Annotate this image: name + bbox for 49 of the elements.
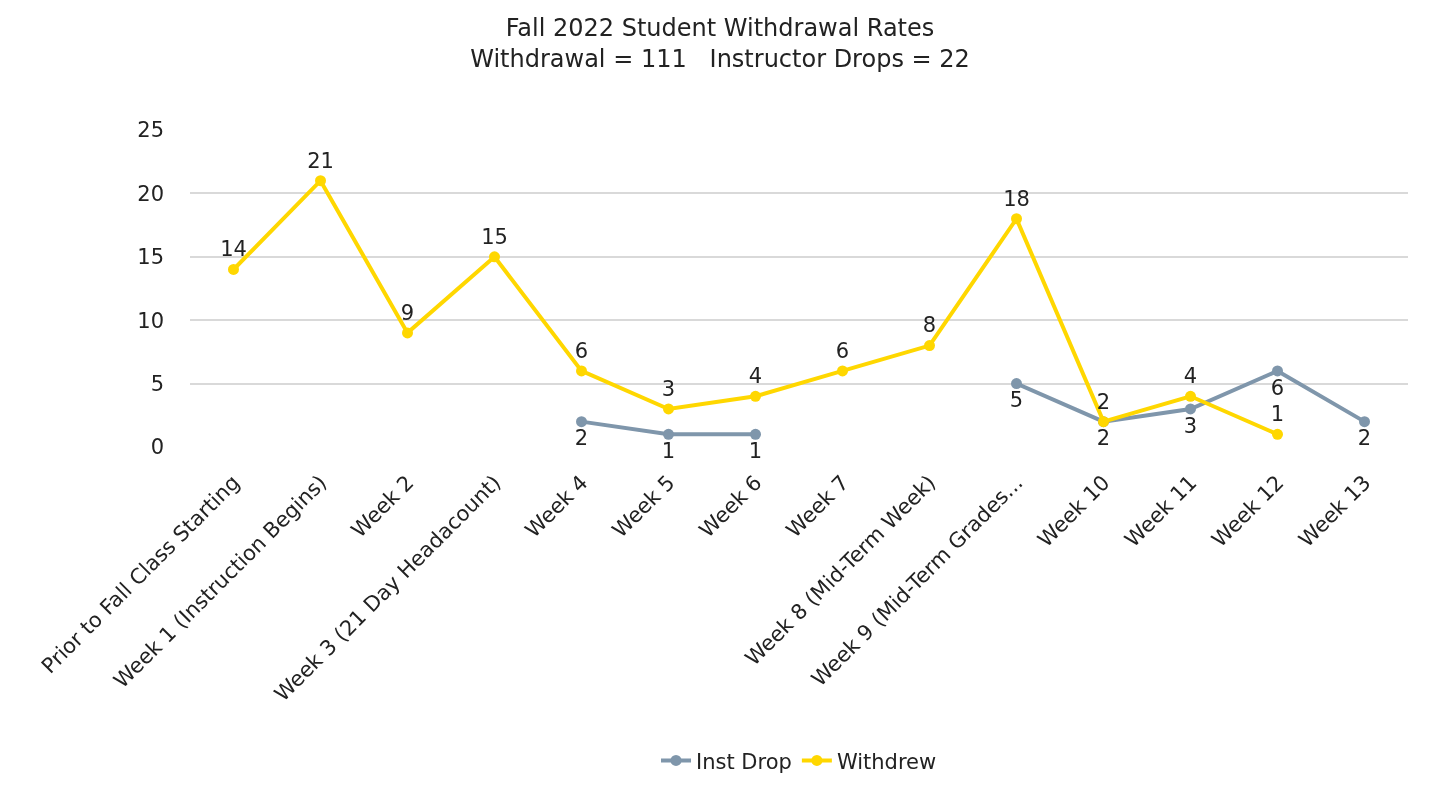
point bbox=[663, 403, 674, 415]
legend-label: Withdrew bbox=[836, 749, 937, 774]
point bbox=[489, 251, 500, 263]
data-label: 2 bbox=[574, 426, 589, 451]
data-label: 3 bbox=[661, 376, 676, 401]
data-label: 15 bbox=[481, 224, 508, 249]
point bbox=[1185, 403, 1196, 415]
point bbox=[576, 416, 587, 428]
point bbox=[1359, 416, 1370, 428]
point bbox=[837, 365, 848, 377]
y-tick-label: 10 bbox=[137, 308, 164, 333]
chart-title: Fall 2022 Student Withdrawal Rates Withdrawal = 111 Instructor Drops = 22 bbox=[470, 13, 970, 73]
legend-label: Inst Drop bbox=[696, 749, 792, 774]
point bbox=[924, 340, 935, 352]
data-label: 4 bbox=[1183, 364, 1198, 389]
data-label: 3 bbox=[1183, 413, 1198, 438]
data-label: 2 bbox=[1096, 426, 1111, 451]
data-label: 6 bbox=[574, 338, 589, 363]
y-tick-label: 5 bbox=[150, 371, 164, 396]
data-label: 4 bbox=[748, 364, 763, 389]
data-label: 1 bbox=[661, 438, 676, 463]
data-label: 6 bbox=[835, 338, 850, 363]
point bbox=[402, 327, 413, 339]
y-tick-label: 25 bbox=[137, 118, 164, 143]
data-label: 18 bbox=[1003, 186, 1030, 211]
point bbox=[1272, 428, 1283, 440]
point bbox=[228, 263, 239, 275]
point bbox=[750, 428, 761, 440]
y-tick-label: 0 bbox=[150, 435, 164, 460]
point bbox=[1011, 213, 1022, 225]
data-label: 5 bbox=[1009, 388, 1024, 413]
data-label: 14 bbox=[220, 237, 247, 262]
point bbox=[1185, 390, 1196, 402]
point bbox=[1011, 378, 1022, 390]
point bbox=[315, 175, 326, 187]
data-label: 1 bbox=[1270, 402, 1285, 427]
point bbox=[1272, 365, 1283, 377]
data-label: 2 bbox=[1096, 389, 1111, 414]
y-tick-label: 15 bbox=[137, 245, 164, 270]
data-label: 1 bbox=[748, 438, 763, 463]
point bbox=[663, 428, 674, 440]
data-label: 6 bbox=[1270, 375, 1285, 400]
data-label: 2 bbox=[1357, 426, 1372, 451]
y-tick-label: 20 bbox=[137, 181, 164, 206]
point bbox=[576, 365, 587, 377]
data-label: 8 bbox=[922, 313, 937, 338]
data-label: 21 bbox=[307, 148, 334, 173]
data-label: 9 bbox=[400, 300, 415, 325]
point bbox=[750, 390, 761, 402]
